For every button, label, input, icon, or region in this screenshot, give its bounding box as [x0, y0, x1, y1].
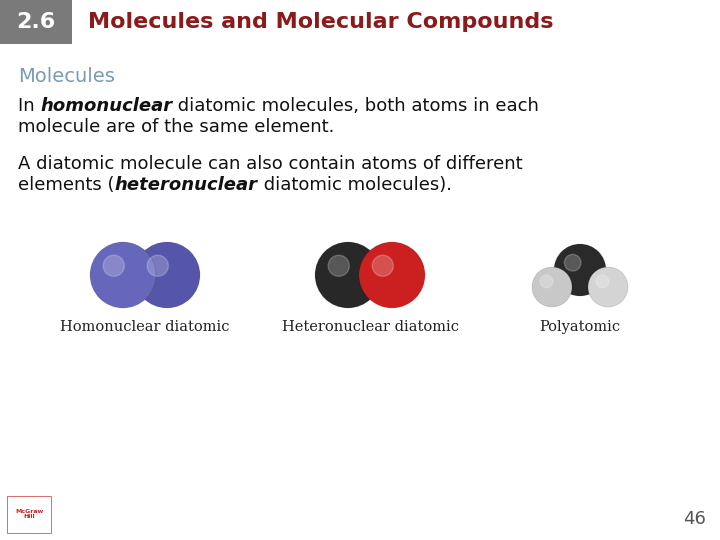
Text: 2.6: 2.6: [17, 12, 55, 32]
Text: diatomic molecules).: diatomic molecules).: [258, 176, 451, 194]
Text: molecule are of the same element.: molecule are of the same element.: [18, 118, 334, 136]
Text: Heteronuclear diatomic: Heteronuclear diatomic: [282, 320, 459, 334]
Circle shape: [554, 244, 606, 296]
Circle shape: [532, 267, 572, 307]
Circle shape: [359, 242, 425, 308]
Text: homonuclear: homonuclear: [40, 97, 173, 115]
Text: Molecules: Molecules: [18, 67, 115, 86]
Text: heteronuclear: heteronuclear: [114, 176, 258, 194]
Circle shape: [540, 275, 553, 288]
FancyBboxPatch shape: [7, 496, 51, 533]
Text: 46: 46: [683, 510, 706, 528]
Circle shape: [372, 255, 393, 276]
Text: A diatomic molecule can also contain atoms of different: A diatomic molecule can also contain ato…: [18, 155, 523, 173]
Text: Homonuclear diatomic: Homonuclear diatomic: [60, 320, 230, 334]
Circle shape: [328, 255, 349, 276]
Text: Molecules and Molecular Compounds: Molecules and Molecular Compounds: [88, 12, 554, 32]
Circle shape: [596, 275, 609, 288]
Circle shape: [134, 242, 200, 308]
Circle shape: [147, 255, 168, 276]
Circle shape: [90, 242, 156, 308]
Text: elements (: elements (: [18, 176, 114, 194]
Text: diatomic molecules, both atoms in each: diatomic molecules, both atoms in each: [173, 97, 539, 115]
Circle shape: [315, 242, 381, 308]
FancyBboxPatch shape: [0, 0, 72, 44]
Circle shape: [103, 255, 125, 276]
Circle shape: [564, 254, 581, 271]
Circle shape: [588, 267, 628, 307]
Text: Polyatomic: Polyatomic: [539, 320, 621, 334]
Text: McGraw
Hill: McGraw Hill: [15, 509, 43, 519]
Text: In: In: [18, 97, 40, 115]
